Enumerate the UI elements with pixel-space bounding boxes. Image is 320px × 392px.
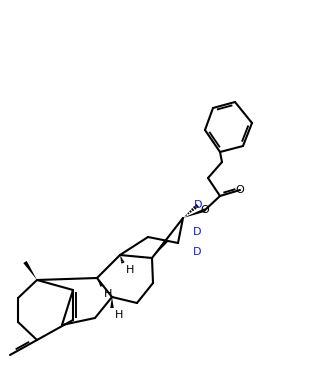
Polygon shape	[110, 297, 114, 308]
Polygon shape	[183, 209, 205, 218]
Polygon shape	[152, 239, 169, 258]
Text: O: O	[201, 205, 209, 215]
Polygon shape	[97, 278, 103, 287]
Text: H: H	[115, 310, 123, 320]
Text: D: D	[194, 200, 202, 210]
Text: H: H	[126, 265, 134, 275]
Text: D: D	[193, 227, 201, 237]
Text: H: H	[104, 289, 112, 299]
Polygon shape	[23, 261, 37, 280]
Text: O: O	[236, 185, 244, 195]
Text: D: D	[193, 247, 201, 257]
